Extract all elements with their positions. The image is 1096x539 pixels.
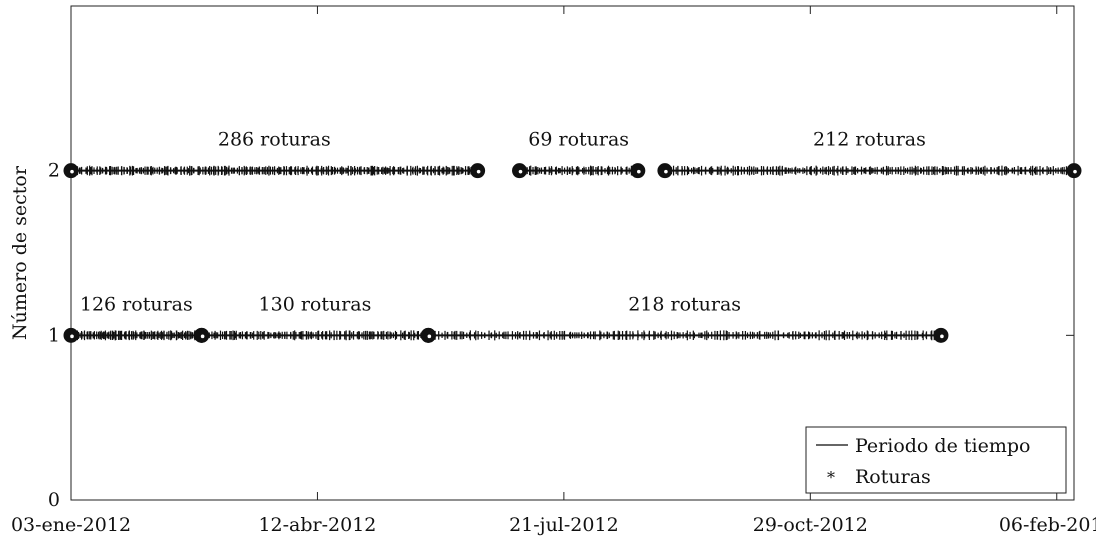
x-tick-label: 06-feb-2013	[999, 514, 1096, 536]
plot-frame	[70, 5, 1075, 501]
period-endpoint-highlight	[200, 334, 205, 339]
period-label: 126 roturas	[80, 293, 193, 315]
period-endpoint-highlight	[427, 334, 432, 339]
legend-asterisk-symbol: *	[827, 468, 835, 487]
period-series-3	[63, 327, 210, 343]
period-label: 69 roturas	[528, 129, 629, 151]
rotura-marker	[780, 332, 786, 338]
legend: Periodo de tiempo * Roturas	[805, 426, 1067, 494]
period-label: 286 roturas	[218, 129, 331, 151]
x-tick-labels: 03-ene-2012 12-abr-2012 21-jul-2012 29-oct-…	[11, 514, 1096, 536]
y-tick-label: 0	[48, 489, 60, 511]
legend-label-periodo: Periodo de tiempo	[855, 435, 1030, 457]
period-endpoint-highlight	[70, 334, 74, 339]
series-layer	[63, 163, 1082, 343]
legend-box	[805, 426, 1067, 494]
x-tick-label: 29-oct-2012	[753, 514, 868, 536]
x-tick-label: 03-ene-2012	[11, 514, 131, 536]
period-label: 212 roturas	[813, 129, 926, 151]
x-tick-label: 12-abr-2012	[258, 514, 376, 536]
period-endpoint-highlight	[664, 169, 668, 174]
y-tick-labels: 0 1 2	[48, 160, 60, 511]
y-axis-label: Número de sector	[9, 165, 31, 340]
period-endpoint-highlight	[1073, 169, 1077, 174]
period-endpoint-highlight	[637, 169, 641, 174]
period-endpoint-highlight	[70, 169, 74, 174]
period-endpoint-highlight	[940, 334, 944, 339]
period-endpoint-highlight	[476, 169, 481, 174]
y-tick-label: 2	[48, 160, 60, 182]
rotura-marker	[691, 332, 698, 339]
period-endpoint-highlight	[518, 169, 523, 174]
period-series-2	[657, 163, 1082, 179]
period-series-5	[420, 327, 949, 343]
axis-ticks	[70, 6, 1074, 501]
y-tick-label: 1	[48, 324, 60, 346]
period-series-4	[194, 327, 436, 343]
period-series-1	[512, 163, 646, 179]
x-tick-label: 21-jul-2012	[509, 514, 619, 536]
period-label: 130 roturas	[259, 293, 372, 315]
period-label: 218 roturas	[628, 293, 741, 315]
period-series-0	[63, 163, 486, 179]
legend-label-roturas: Roturas	[855, 466, 931, 488]
annotation-layer: 286 roturas 69 roturas 212 roturas 126 rotu…	[80, 129, 926, 316]
